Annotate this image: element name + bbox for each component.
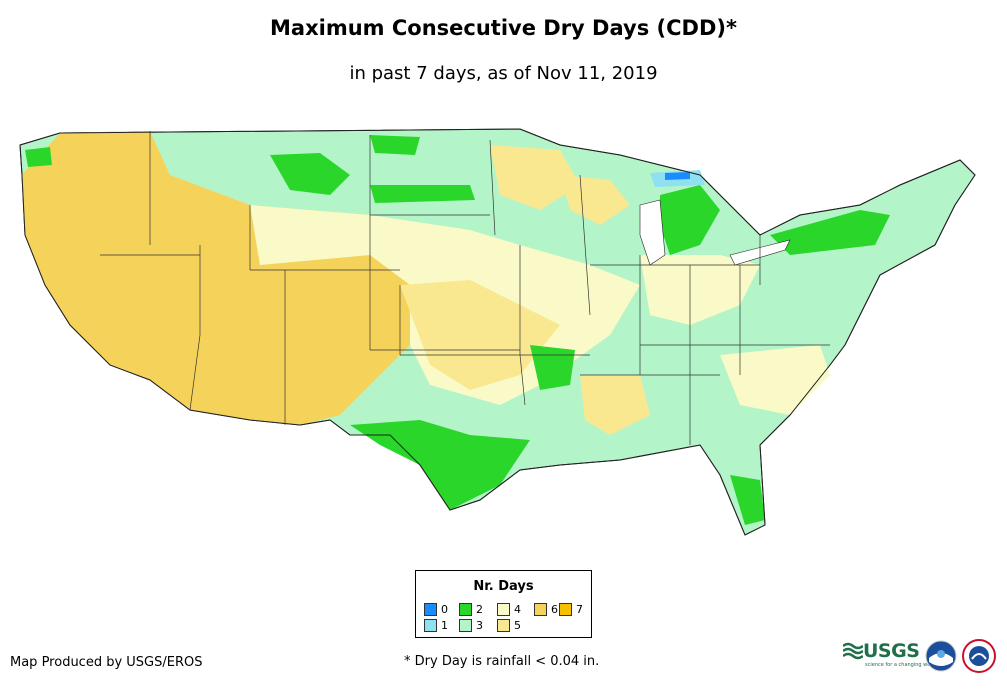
legend-swatch: [497, 603, 510, 616]
legend-swatch: [424, 619, 437, 632]
legend-label: 1: [441, 619, 448, 632]
patch-florida-green: [730, 475, 765, 525]
noaa-logo-icon: [925, 640, 957, 672]
legend-box: Nr. Days 0 1 2 3 4 5 6 7: [415, 570, 592, 638]
region-gulf-pale: [580, 375, 650, 435]
region-ohio-valley: [640, 255, 760, 325]
legend-swatch: [459, 603, 472, 616]
legend-item-3: 3: [459, 619, 483, 632]
legend-title: Nr. Days: [473, 579, 534, 594]
legend-label: 2: [476, 603, 483, 616]
region-montana: [60, 131, 160, 175]
patch-sd-green: [370, 185, 475, 203]
region-dakotas: [490, 145, 580, 210]
dry-day-footnote: * Dry Day is rainfall < 0.04 in.: [404, 654, 600, 669]
legend-label: 0: [441, 603, 448, 616]
legend-swatch: [459, 619, 472, 632]
legend-label: 4: [514, 603, 521, 616]
legend-label: 7: [576, 603, 583, 616]
patch-michigan-green: [660, 185, 720, 255]
legend-label: 5: [514, 619, 521, 632]
patch-ny-green: [770, 210, 890, 255]
legend-label: 3: [476, 619, 483, 632]
legend-item-4: 4: [497, 603, 521, 616]
usgs-tagline: science for a changing world: [865, 662, 937, 668]
region-west-dry: [22, 131, 410, 425]
map-credit: Map Produced by USGS/EROS: [10, 655, 203, 670]
state-boundaries: [100, 131, 830, 445]
legend-item-5: 5: [497, 619, 521, 632]
legend-item-0: 0: [424, 603, 448, 616]
region-carolinas: [720, 345, 830, 415]
patch-pnw-green: [25, 147, 52, 167]
legend-label: 6: [551, 603, 558, 616]
legend-item-7: 7: [559, 603, 583, 616]
map-subtitle: in past 7 days, as of Nov 11, 2019: [349, 63, 658, 84]
legend-item-1: 1: [424, 619, 448, 632]
legend-swatch: [497, 619, 510, 632]
lake-michigan: [639, 199, 666, 266]
region-wisconsin: [560, 175, 630, 225]
legend-swatch: [534, 603, 547, 616]
patch-texas-green: [350, 420, 530, 510]
nws-logo-icon: [962, 639, 996, 673]
usgs-logo: USGS science for a changing world: [843, 640, 937, 668]
usgs-logo-text: USGS: [863, 640, 920, 662]
us-cdd-map: [19, 128, 976, 536]
legend-item-2: 2: [459, 603, 483, 616]
patch-nd-green: [370, 135, 420, 155]
usgs-wave-icon: [843, 642, 863, 660]
patch-superior-blue: [665, 172, 690, 180]
legend-swatch: [424, 603, 437, 616]
map-title: Maximum Consecutive Dry Days (CDD)*: [270, 16, 737, 40]
legend-swatch: [559, 603, 572, 616]
patch-arkansas-green: [530, 345, 575, 390]
legend-item-6: 6: [534, 603, 558, 616]
patch-montana-green: [270, 153, 350, 195]
